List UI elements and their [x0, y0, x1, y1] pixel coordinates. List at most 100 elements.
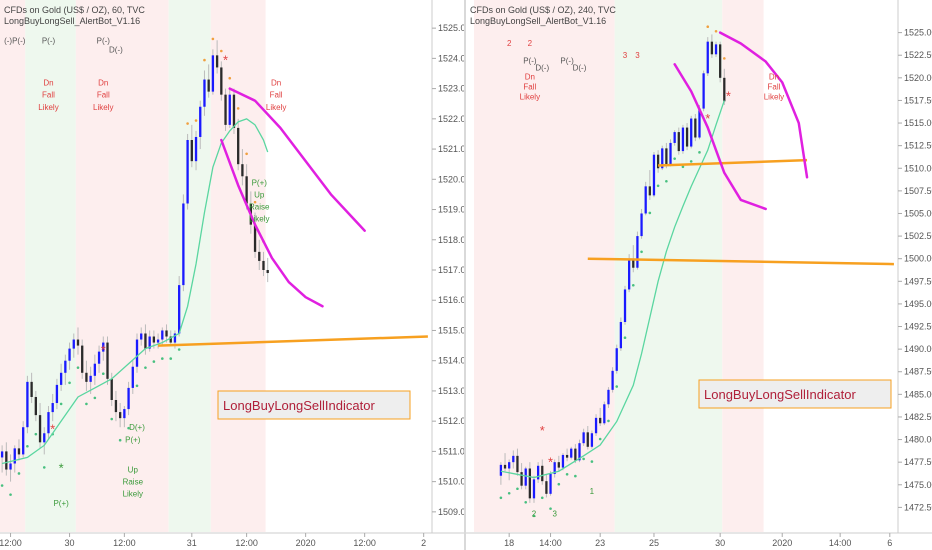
candle-body[interactable] [528, 468, 531, 499]
candle-body[interactable] [499, 464, 503, 476]
candle-body[interactable] [652, 154, 656, 196]
candle-body[interactable] [106, 342, 109, 379]
candle-body[interactable] [194, 136, 198, 162]
candle-body[interactable] [190, 140, 193, 162]
candle-body[interactable] [9, 463, 12, 470]
candle-body[interactable] [97, 351, 101, 364]
candle-body[interactable] [0, 451, 4, 458]
candle-body[interactable] [102, 342, 105, 352]
channel-curve-1[interactable] [220, 138, 324, 308]
candle-body[interactable] [607, 389, 610, 405]
candle-body[interactable] [173, 333, 177, 343]
candle-body[interactable] [541, 465, 544, 482]
candle-body[interactable] [266, 270, 269, 274]
candle-body[interactable] [215, 55, 219, 68]
candle-body[interactable] [152, 336, 156, 343]
chart-panel-left[interactable]: 1509.00 1510.00 1511.00 1512.00 1513.00 1514.… [0, 0, 466, 550]
candle-body[interactable] [623, 289, 627, 322]
candle-body[interactable] [47, 412, 50, 434]
candle-body[interactable] [123, 409, 126, 419]
candle-body[interactable] [673, 132, 676, 143]
candle-body[interactable] [656, 154, 660, 169]
candle-body[interactable] [140, 333, 143, 340]
trend-line-support[interactable] [587, 257, 894, 266]
candle-body[interactable] [22, 427, 25, 455]
candle-body[interactable] [706, 41, 709, 74]
candle-body[interactable] [224, 94, 227, 125]
candle-body[interactable] [628, 258, 631, 290]
candle-body[interactable] [38, 415, 42, 443]
candle-body[interactable] [553, 462, 556, 474]
candle-body[interactable] [114, 400, 118, 413]
candle-body[interactable] [253, 224, 257, 252]
candle-body[interactable] [665, 148, 668, 165]
candle-body[interactable] [76, 339, 80, 346]
candle-body[interactable] [661, 148, 664, 169]
candle-body[interactable] [640, 213, 643, 237]
candle-body[interactable] [512, 455, 515, 463]
candle-body[interactable] [702, 73, 705, 109]
candle-body[interactable] [34, 396, 37, 416]
candle-body[interactable] [508, 462, 511, 469]
candle-body[interactable] [710, 41, 714, 55]
candle-body[interactable] [503, 464, 507, 469]
candle-body[interactable] [669, 142, 672, 165]
candle-body[interactable] [81, 345, 84, 373]
candle-body[interactable] [685, 127, 689, 147]
candle-body[interactable] [636, 236, 639, 268]
candle-body[interactable] [169, 336, 172, 343]
candle-body[interactable] [110, 378, 113, 400]
candle-body[interactable] [207, 79, 210, 92]
candle-body[interactable] [681, 127, 685, 152]
candle-body[interactable] [536, 465, 540, 480]
candle-body[interactable] [64, 360, 67, 373]
candle-body[interactable] [594, 417, 598, 434]
candle-body[interactable] [178, 285, 181, 334]
candle-body[interactable] [13, 448, 16, 464]
trend-line-support[interactable] [158, 335, 428, 347]
candle-body[interactable] [51, 403, 54, 413]
candle-body[interactable] [574, 448, 577, 461]
candle-body[interactable] [72, 339, 75, 349]
candle-body[interactable] [632, 258, 635, 268]
candle-body[interactable] [228, 94, 231, 125]
candle-body[interactable] [245, 176, 248, 204]
candle-body[interactable] [26, 381, 29, 428]
candle-body[interactable] [545, 481, 548, 494]
candle-body[interactable] [203, 79, 206, 107]
candle-body[interactable] [232, 94, 236, 128]
candle-body[interactable] [182, 203, 185, 286]
candle-body[interactable] [615, 348, 618, 371]
candle-body[interactable] [199, 106, 202, 137]
candle-body[interactable] [262, 260, 265, 270]
candle-body[interactable] [211, 55, 215, 92]
candle-body[interactable] [599, 417, 602, 424]
candle-body[interactable] [698, 108, 701, 138]
candle-body[interactable] [557, 462, 560, 468]
candle-body[interactable] [165, 330, 168, 337]
candle-body[interactable] [582, 432, 585, 444]
candle-body[interactable] [611, 370, 614, 390]
candle-body[interactable] [723, 77, 726, 102]
candle-body[interactable] [131, 366, 134, 388]
candle-body[interactable] [619, 322, 623, 349]
indicator-label-box[interactable] [217, 390, 411, 420]
candle-body[interactable] [561, 454, 565, 468]
candle-body[interactable] [241, 164, 244, 177]
candle-body[interactable] [603, 404, 606, 424]
candle-body[interactable] [118, 412, 122, 419]
candle-body[interactable] [677, 132, 680, 152]
candle-body[interactable] [161, 330, 164, 340]
candle-body[interactable] [590, 433, 594, 447]
candle-body[interactable] [237, 127, 240, 165]
candle-body[interactable] [258, 251, 261, 261]
candle-body[interactable] [144, 333, 147, 349]
candle-body[interactable] [68, 348, 71, 361]
candle-body[interactable] [532, 479, 536, 499]
candle-body[interactable] [578, 443, 581, 461]
channel-curve-1[interactable] [673, 63, 767, 211]
candle-body[interactable] [719, 44, 722, 78]
candle-body[interactable] [694, 118, 697, 138]
channel-curve-0[interactable] [228, 87, 366, 232]
candle-body[interactable] [644, 186, 647, 214]
